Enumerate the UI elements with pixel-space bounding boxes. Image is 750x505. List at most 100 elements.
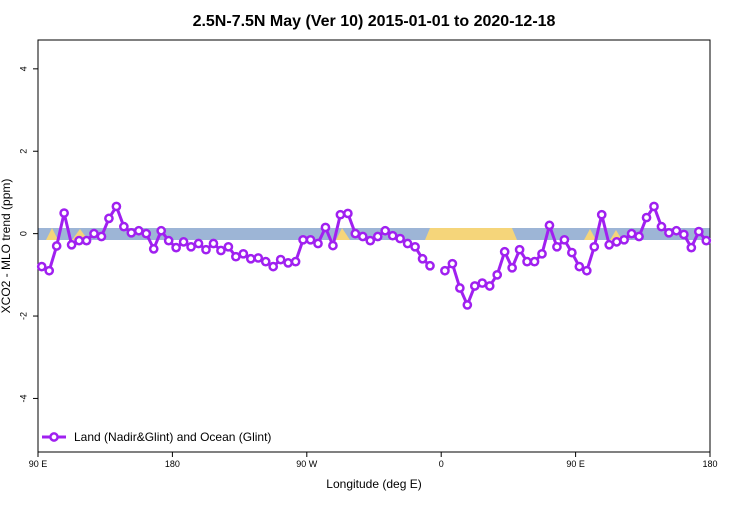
marker bbox=[507, 262, 517, 273]
y-tick-label: 0 bbox=[18, 231, 28, 236]
marker bbox=[522, 256, 532, 267]
marker bbox=[425, 260, 435, 271]
marker bbox=[410, 241, 420, 252]
marker bbox=[462, 300, 473, 310]
series-line bbox=[41, 203, 708, 309]
marker bbox=[245, 253, 256, 264]
marker bbox=[313, 238, 323, 249]
marker bbox=[298, 234, 308, 245]
x-tick-label: 180 bbox=[165, 459, 180, 469]
y-axis-label: XCO2 - MLO trend (ppm) bbox=[0, 179, 13, 314]
y-tick-label: -2 bbox=[18, 312, 28, 320]
marker bbox=[201, 244, 211, 255]
marker bbox=[343, 208, 353, 219]
marker bbox=[447, 258, 458, 269]
marker bbox=[679, 229, 689, 240]
marker bbox=[387, 230, 398, 241]
marker bbox=[186, 241, 196, 252]
legend-marker bbox=[49, 432, 59, 442]
marker bbox=[133, 225, 144, 236]
marker bbox=[89, 228, 99, 239]
y-tick-label: 2 bbox=[18, 149, 28, 154]
marker bbox=[193, 238, 204, 249]
marker bbox=[567, 247, 577, 258]
marker bbox=[581, 265, 592, 276]
marker bbox=[216, 245, 226, 256]
marker bbox=[260, 256, 271, 267]
marker bbox=[171, 242, 181, 253]
marker bbox=[634, 231, 644, 242]
marker bbox=[671, 225, 682, 236]
land-band bbox=[46, 228, 622, 240]
marker bbox=[163, 235, 174, 246]
marker bbox=[59, 208, 69, 218]
marker bbox=[552, 241, 562, 252]
marker bbox=[544, 220, 555, 231]
marker bbox=[357, 231, 368, 242]
marker bbox=[574, 261, 585, 272]
marker bbox=[372, 231, 383, 242]
marker bbox=[275, 254, 286, 265]
marker bbox=[529, 256, 540, 267]
marker bbox=[141, 228, 152, 239]
chart-title: 2.5N-7.5N May (Ver 10) 2015-01-01 to 202… bbox=[193, 13, 556, 30]
marker bbox=[328, 240, 338, 251]
marker bbox=[380, 225, 391, 236]
marker bbox=[477, 278, 488, 288]
y-tick-label: -4 bbox=[18, 394, 28, 402]
marker bbox=[223, 241, 234, 252]
marker bbox=[611, 237, 622, 247]
marker bbox=[701, 235, 712, 246]
marker bbox=[290, 256, 301, 267]
marker bbox=[96, 231, 107, 242]
marker bbox=[156, 225, 167, 236]
marker bbox=[664, 227, 674, 238]
marker bbox=[492, 269, 503, 280]
marker bbox=[693, 226, 704, 237]
marker bbox=[514, 244, 525, 255]
marker bbox=[36, 261, 47, 272]
marker bbox=[626, 228, 637, 239]
marker bbox=[619, 234, 629, 245]
x-tick-label: 90 W bbox=[296, 459, 318, 469]
marker bbox=[231, 251, 241, 262]
x-axis-label: Longitude (deg E) bbox=[326, 477, 421, 491]
marker bbox=[499, 246, 510, 257]
marker bbox=[104, 213, 114, 224]
marker bbox=[66, 239, 77, 250]
marker bbox=[350, 228, 361, 239]
marker bbox=[365, 235, 376, 246]
marker bbox=[402, 238, 413, 249]
marker bbox=[641, 212, 652, 223]
marker bbox=[44, 265, 55, 276]
marker bbox=[656, 221, 667, 232]
marker bbox=[208, 238, 219, 249]
x-tick-label: 90 E bbox=[566, 459, 585, 469]
x-tick-label: 180 bbox=[702, 459, 717, 469]
legend-label: Land (Nadir&Glint) and Ocean (Glint) bbox=[74, 430, 271, 444]
marker bbox=[335, 209, 346, 220]
marker bbox=[148, 244, 159, 254]
marker bbox=[604, 239, 615, 250]
marker bbox=[238, 248, 249, 259]
x-tick-label: 90 E bbox=[29, 459, 48, 469]
marker bbox=[51, 241, 62, 251]
marker bbox=[686, 242, 697, 253]
marker bbox=[469, 281, 480, 291]
marker bbox=[649, 201, 659, 212]
marker bbox=[395, 233, 405, 244]
marker bbox=[283, 258, 293, 268]
marker bbox=[119, 221, 129, 232]
marker bbox=[74, 235, 84, 246]
marker bbox=[268, 261, 279, 272]
marker bbox=[417, 253, 428, 264]
marker bbox=[178, 237, 189, 247]
marker bbox=[126, 227, 137, 238]
marker bbox=[484, 281, 495, 291]
marker bbox=[111, 201, 122, 212]
x-tick-label: 0 bbox=[439, 459, 444, 469]
marker bbox=[589, 241, 600, 252]
marker bbox=[305, 234, 316, 245]
marker bbox=[559, 234, 570, 245]
